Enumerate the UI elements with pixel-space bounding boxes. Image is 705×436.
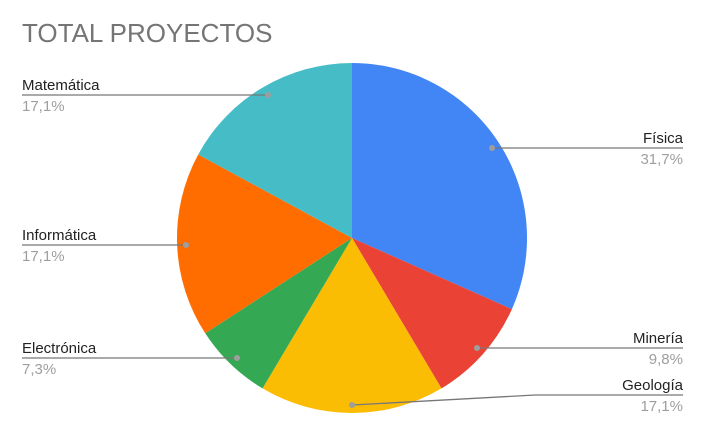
slice-label: Física [643, 130, 684, 147]
slice-percent: 31,7% [640, 151, 683, 168]
chart-title: TOTAL PROYECTOS [22, 18, 273, 48]
pie-slice-5 [198, 63, 352, 238]
slice-label: Electrónica [22, 340, 97, 357]
leader-dot [183, 242, 189, 248]
pie-slice-4 [177, 154, 352, 334]
pie-slice-0 [352, 63, 527, 310]
slice-percent: 17,1% [22, 248, 65, 265]
slice-percent: 17,1% [640, 398, 683, 415]
slice-label: Minería [633, 330, 684, 347]
pie-slice-3 [205, 238, 352, 389]
pie-slice-1 [352, 238, 512, 389]
slice-percent: 9,8% [649, 351, 683, 368]
leader-dot [474, 345, 480, 351]
pie-slice-2 [262, 238, 442, 414]
slice-label: Matemática [22, 77, 100, 94]
leader-dot [265, 92, 271, 98]
slice-percent: 7,3% [22, 361, 56, 378]
slice-percent: 17,1% [22, 98, 65, 115]
leader-line [351, 394, 683, 406]
slice-label: Informática [22, 227, 97, 244]
leader-dot [349, 402, 355, 408]
leader-dot [234, 355, 240, 361]
slice-label: Geología [622, 377, 684, 394]
leader-dot [489, 145, 495, 151]
